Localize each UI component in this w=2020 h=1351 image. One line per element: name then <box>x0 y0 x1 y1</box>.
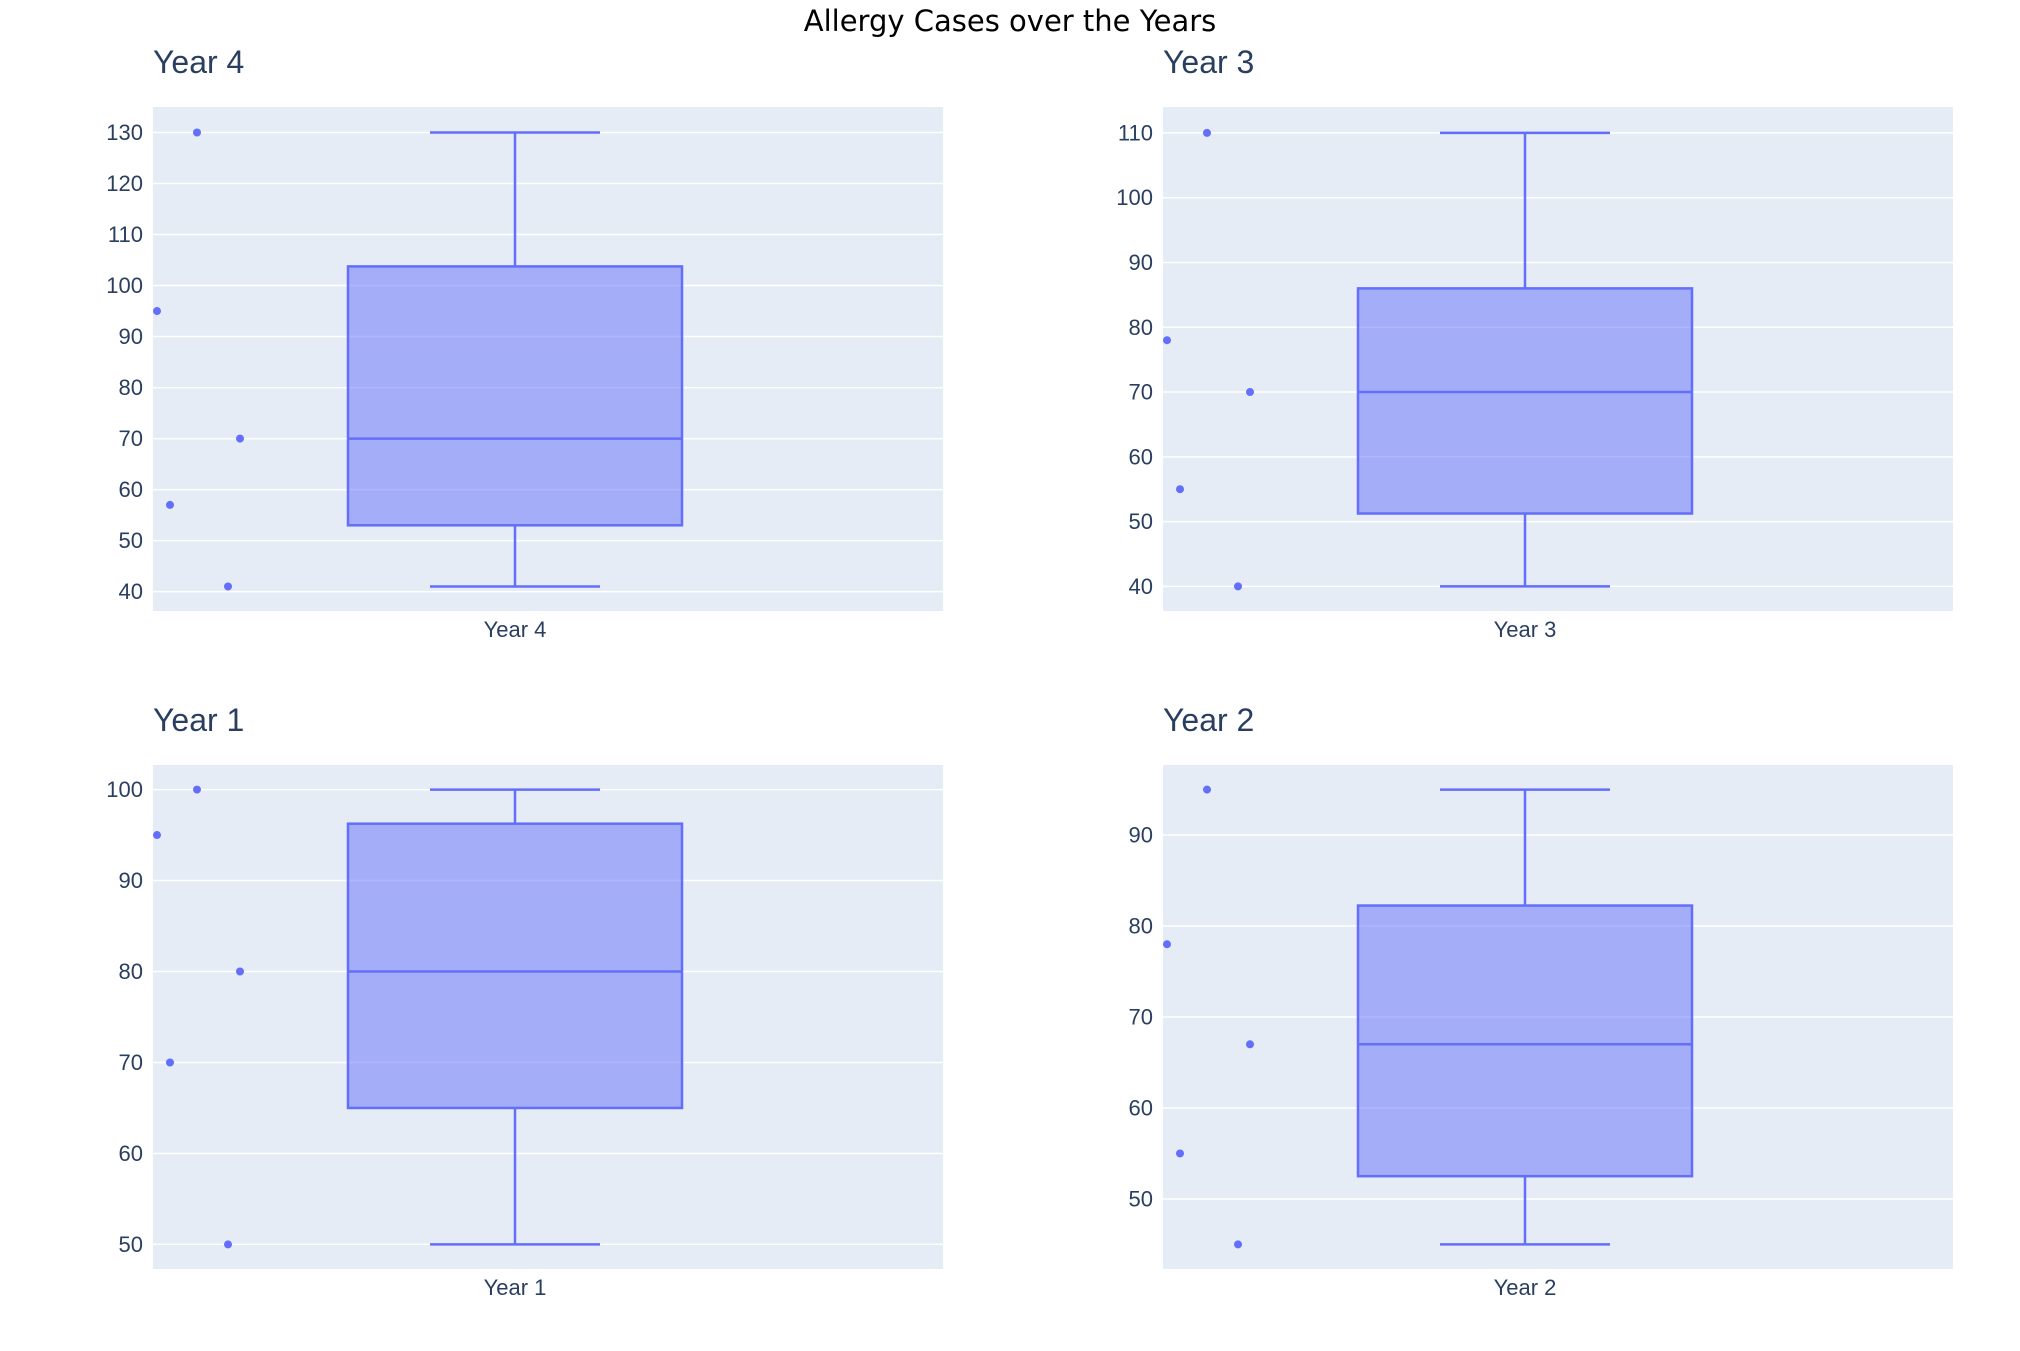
y-tick-label: 70 <box>1129 1005 1153 1030</box>
y-tick-label: 90 <box>1129 823 1153 848</box>
y-tick-label: 40 <box>1129 574 1153 599</box>
y-tick-label: 50 <box>1129 1186 1153 1211</box>
y-tick-label: 40 <box>119 579 143 604</box>
y-tick-label: 60 <box>1129 444 1153 469</box>
y-tick-label: 100 <box>106 273 143 298</box>
y-tick-label: 60 <box>119 1141 143 1166</box>
data-point <box>1246 1040 1254 1049</box>
data-point <box>236 434 244 443</box>
data-point <box>1176 485 1184 494</box>
y-tick-label: 90 <box>119 868 143 893</box>
y-tick-label: 60 <box>1129 1095 1153 1120</box>
x-tick-label: Year 4 <box>484 617 547 642</box>
subplot-title: Year 2 <box>1163 702 1255 738</box>
subplot-year-4: Year 4 40 50 60 70 80 90 100 110 120 130 Year 4 <box>105 42 985 662</box>
y-tick-label: 70 <box>119 426 143 451</box>
data-point <box>1203 128 1211 137</box>
box-iqr <box>1356 287 1694 515</box>
y-tick-label: 80 <box>119 375 143 400</box>
y-tick-label: 80 <box>1129 315 1153 340</box>
y-tick-label: 90 <box>119 324 143 349</box>
data-point <box>1163 940 1171 949</box>
data-point <box>224 1240 232 1249</box>
y-tick-label: 100 <box>106 777 143 802</box>
data-point <box>166 1058 174 1067</box>
data-point <box>153 831 161 840</box>
data-point <box>1246 388 1254 397</box>
data-point <box>193 128 201 137</box>
subplot-year-3: Year 3 40 50 60 70 80 90 100 110 Year 3 <box>1115 42 1995 662</box>
y-tick-label: 110 <box>108 222 143 247</box>
y-tick-label: 50 <box>1129 509 1153 534</box>
y-tick-label: 70 <box>1129 380 1153 405</box>
data-point <box>1203 785 1211 794</box>
box-plot-year-2: 50 60 70 80 90 Year 2 <box>1129 765 1953 1300</box>
figure-title: Allergy Cases over the Years <box>803 4 1217 38</box>
y-tick-label: 100 <box>1116 185 1153 210</box>
data-point <box>236 967 244 976</box>
data-point <box>153 307 161 316</box>
data-point <box>193 785 201 794</box>
y-tick-label: 130 <box>106 120 143 145</box>
subplot-year-1: Year 1 50 60 70 80 90 100 Year 1 <box>105 700 985 1320</box>
y-tick-label: 60 <box>119 477 143 502</box>
box-iqr <box>346 265 684 527</box>
subplot-title: Year 4 <box>153 44 245 80</box>
data-point <box>1163 336 1171 345</box>
data-point <box>1176 1149 1184 1158</box>
box-plot-year-1: 50 60 70 80 90 100 Year 1 <box>106 765 943 1300</box>
y-tick-label: 80 <box>119 959 143 984</box>
subplot-title: Year 3 <box>1163 44 1255 80</box>
x-tick-label: Year 3 <box>1494 617 1557 642</box>
y-tick-label: 90 <box>1129 250 1153 275</box>
data-point <box>224 582 232 591</box>
subplot-year-2: Year 2 50 60 70 80 90 Year 2 <box>1115 700 1995 1320</box>
data-point <box>1234 1240 1242 1249</box>
y-tick-label: 50 <box>119 1232 143 1257</box>
data-point <box>166 500 174 509</box>
box-plot-year-4: 40 50 60 70 80 90 100 110 120 130 Year 4 <box>106 107 943 642</box>
x-tick-label: Year 1 <box>484 1275 547 1300</box>
data-point <box>1234 582 1242 591</box>
y-tick-label: 50 <box>119 528 143 553</box>
y-tick-label: 70 <box>119 1050 143 1075</box>
subplot-title: Year 1 <box>153 702 245 738</box>
box-iqr <box>346 822 684 1110</box>
box-iqr <box>1356 904 1694 1178</box>
x-tick-label: Year 2 <box>1494 1275 1557 1300</box>
y-tick-label: 110 <box>1118 120 1153 145</box>
box-plot-year-3: 40 50 60 70 80 90 100 110 Year 3 <box>1116 107 1953 642</box>
y-tick-label: 80 <box>1129 914 1153 939</box>
y-tick-label: 120 <box>106 171 143 196</box>
